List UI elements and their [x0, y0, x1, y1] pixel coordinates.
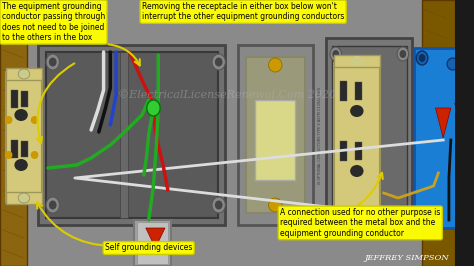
Ellipse shape	[365, 219, 375, 229]
Ellipse shape	[397, 205, 409, 219]
Bar	[238, 45, 313, 225]
Ellipse shape	[416, 51, 428, 65]
Ellipse shape	[212, 54, 226, 70]
Bar	[334, 63, 380, 211]
Ellipse shape	[350, 165, 364, 177]
Text: ©ElectricalLicenseRenewal.Com 2020: ©ElectricalLicenseRenewal.Com 2020	[118, 90, 337, 100]
Ellipse shape	[49, 57, 56, 66]
Ellipse shape	[14, 159, 28, 171]
Bar	[46, 52, 218, 218]
Bar	[332, 46, 407, 220]
Ellipse shape	[332, 50, 339, 58]
Ellipse shape	[46, 54, 59, 70]
Ellipse shape	[215, 57, 222, 66]
Ellipse shape	[397, 47, 409, 61]
Ellipse shape	[18, 193, 30, 203]
Bar	[355, 142, 362, 160]
Bar	[355, 82, 362, 100]
Ellipse shape	[147, 100, 160, 116]
Bar	[6, 68, 42, 80]
Polygon shape	[436, 108, 451, 138]
Bar	[21, 141, 28, 157]
Ellipse shape	[419, 212, 426, 220]
Ellipse shape	[269, 198, 282, 212]
Ellipse shape	[419, 54, 426, 62]
Polygon shape	[146, 228, 165, 248]
Bar	[38, 45, 226, 225]
Bar	[339, 141, 347, 161]
Bar	[120, 52, 128, 218]
Ellipse shape	[18, 69, 30, 79]
Ellipse shape	[330, 47, 341, 61]
Ellipse shape	[351, 212, 363, 222]
Text: Removing the receptacle in either box below won't
interrupt the other equipment : Removing the receptacle in either box be…	[142, 2, 344, 21]
Ellipse shape	[212, 197, 226, 213]
Ellipse shape	[14, 109, 28, 121]
Bar	[0, 0, 27, 266]
Text: A connection used for no other purpose is
required between the metal box and the: A connection used for no other purpose i…	[280, 208, 440, 238]
Ellipse shape	[5, 116, 12, 124]
Bar	[334, 55, 380, 67]
Bar	[10, 140, 18, 158]
Bar	[21, 91, 28, 107]
Bar	[422, 0, 455, 266]
Ellipse shape	[333, 219, 342, 229]
Bar	[134, 220, 171, 266]
Ellipse shape	[269, 58, 282, 72]
Ellipse shape	[332, 208, 339, 216]
Bar	[414, 48, 474, 228]
Ellipse shape	[31, 116, 38, 124]
Bar	[6, 192, 42, 204]
Text: The equipment grounding
conductor passing through
does not need to be joined
to : The equipment grounding conductor passin…	[2, 2, 105, 42]
Ellipse shape	[400, 208, 406, 216]
Bar	[334, 211, 380, 223]
Text: IS OPTIONAL CONDUCTORS TYPE X ASTM C1392/L1306: IS OPTIONAL CONDUCTORS TYPE X ASTM C1392…	[319, 86, 322, 184]
Bar	[326, 38, 412, 228]
Polygon shape	[455, 103, 470, 133]
Text: JEFFREY SIMPSON: JEFFREY SIMPSON	[364, 254, 449, 262]
Bar	[137, 222, 168, 264]
Ellipse shape	[49, 201, 56, 210]
Ellipse shape	[350, 105, 364, 117]
Ellipse shape	[46, 197, 59, 213]
Ellipse shape	[400, 50, 406, 58]
Ellipse shape	[215, 201, 222, 210]
Ellipse shape	[447, 58, 458, 70]
Bar	[6, 72, 42, 202]
Ellipse shape	[416, 209, 428, 223]
Ellipse shape	[5, 151, 12, 159]
Ellipse shape	[330, 205, 341, 219]
Text: Self grounding devices: Self grounding devices	[105, 243, 192, 252]
Ellipse shape	[31, 151, 38, 159]
Ellipse shape	[398, 219, 408, 229]
Bar	[339, 81, 347, 101]
Ellipse shape	[351, 56, 363, 66]
Bar	[246, 57, 305, 213]
Bar	[255, 100, 295, 180]
Bar	[10, 90, 18, 108]
